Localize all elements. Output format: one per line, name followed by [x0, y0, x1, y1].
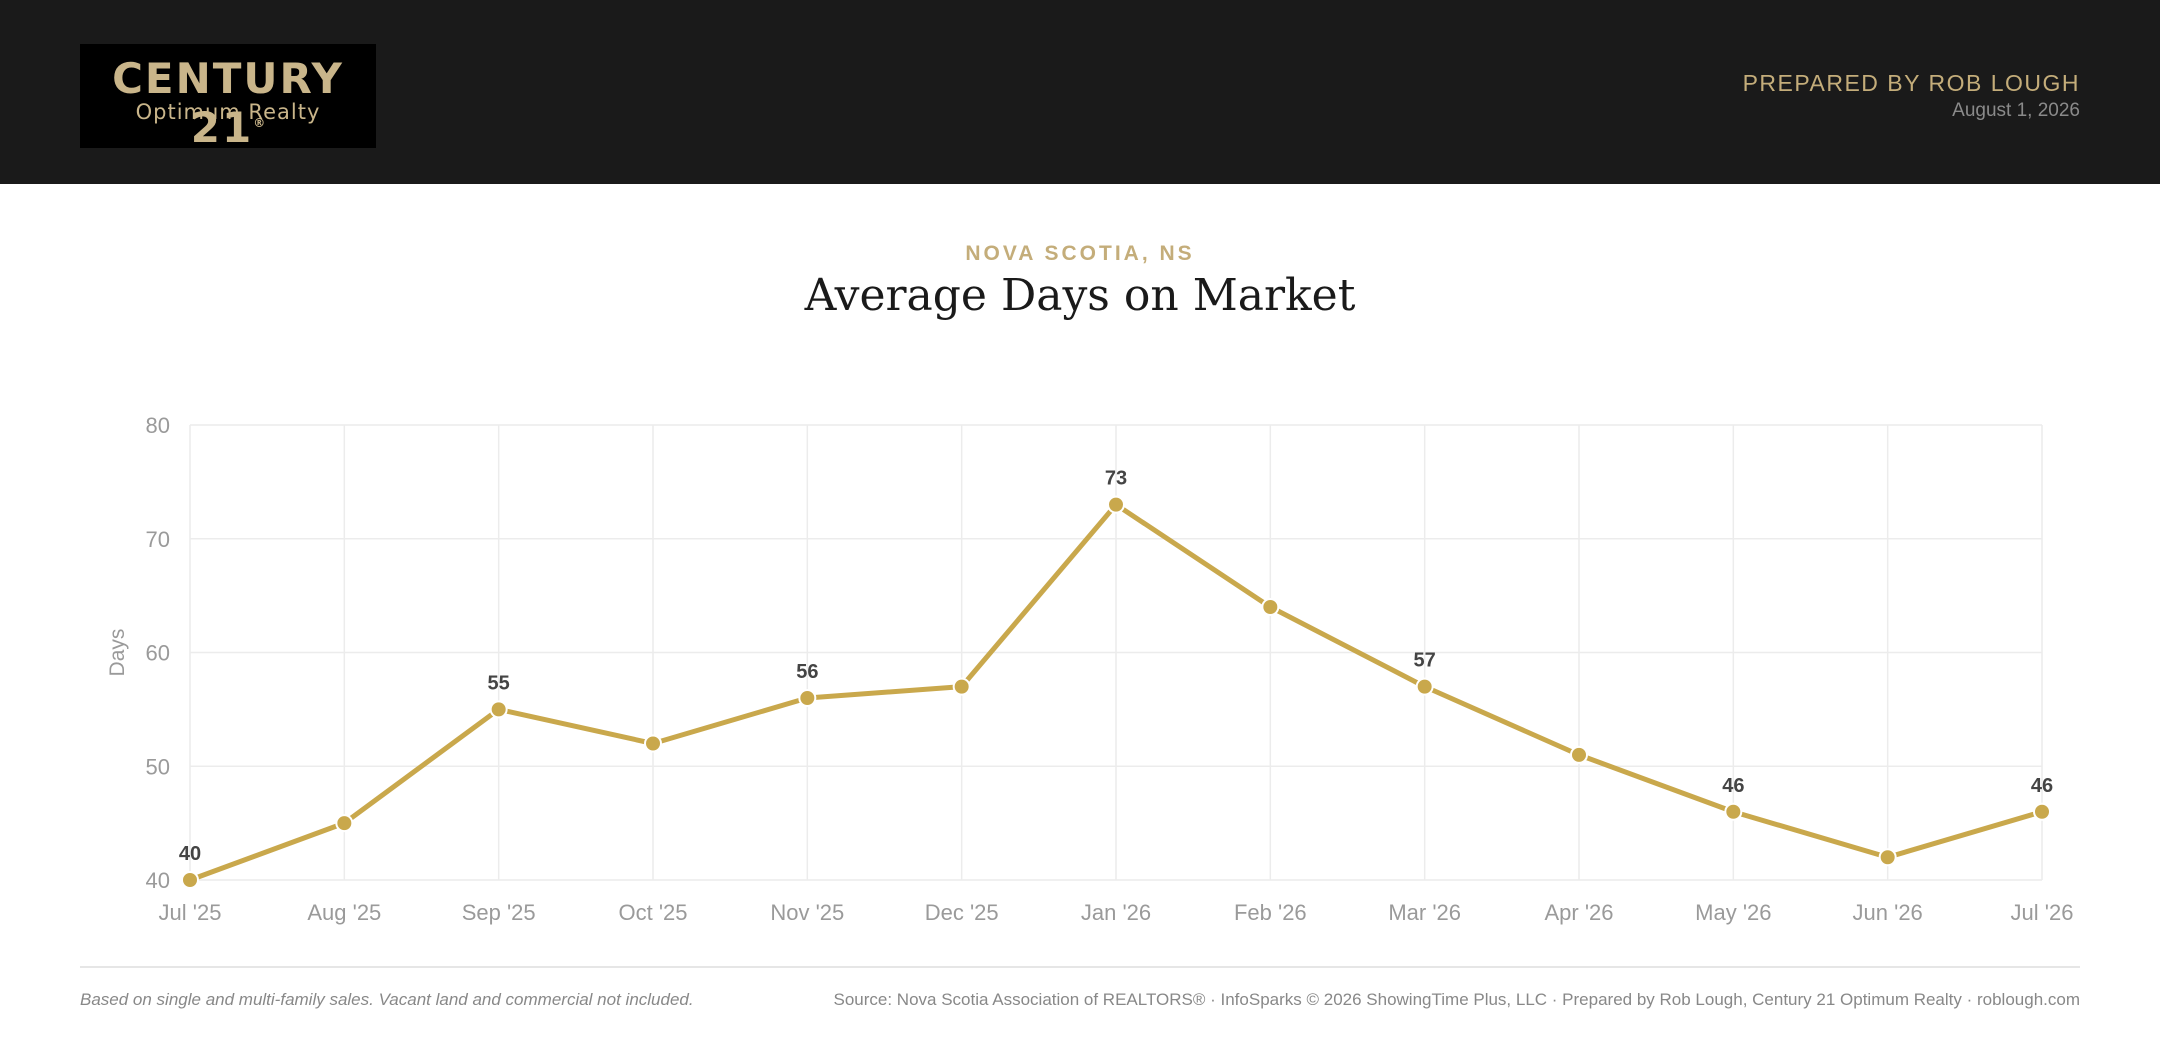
x-tick-label: Oct '25: [618, 900, 687, 925]
data-point: [489, 700, 508, 719]
x-tick-label: Mar '26: [1388, 900, 1461, 925]
data-point: [798, 689, 817, 707]
y-tick-label: 70: [146, 527, 170, 552]
x-tick-label: Apr '26: [1544, 900, 1613, 925]
y-tick-label: 40: [146, 868, 170, 893]
data-point: [1878, 848, 1897, 867]
header: CENTURY 21® Optimum Realty PREPARED BY R…: [0, 0, 2160, 184]
y-tick-label: 50: [146, 754, 170, 779]
data-label: 57: [1414, 650, 1436, 672]
century21-logo: CENTURY 21® Optimum Realty: [80, 44, 376, 152]
region-label: NOVA SCOTIA, NS: [965, 242, 1195, 265]
data-label: 46: [1722, 775, 1744, 797]
y-axis-label: Days: [106, 629, 129, 677]
report-date: August 1, 2026: [1952, 100, 2080, 121]
data-point: [1261, 598, 1280, 616]
data-label: 56: [796, 661, 818, 683]
footer-note: Based on single and multi-family sales. …: [80, 990, 694, 1009]
x-tick-label: Aug '25: [307, 900, 381, 925]
x-tick-label: May '26: [1695, 900, 1771, 925]
data-point: [952, 677, 971, 696]
data-point: [1724, 802, 1743, 821]
data-label: 73: [1105, 468, 1127, 490]
x-tick-label: Jul '26: [2011, 900, 2074, 925]
logo-brand: CENTURY 21®: [112, 54, 344, 152]
line-chart: 40 50 60 70 80 Jul '25 Aug '25 Sep '25 Oct '25 No…: [106, 413, 2074, 925]
x-tick-label: Feb '26: [1234, 900, 1307, 925]
data-label: 40: [179, 843, 201, 865]
data-point: [644, 734, 662, 753]
data-point: [1570, 745, 1588, 764]
data-label: 55: [488, 672, 510, 694]
x-tick-label: Nov '25: [770, 900, 844, 925]
y-tick-label: 60: [146, 641, 170, 666]
x-tick-label: Jul '25: [159, 900, 222, 925]
data-point: [335, 814, 354, 833]
x-tick-label: Jun '26: [1853, 900, 1923, 925]
prepared-by: PREPARED BY ROB LOUGH: [1742, 70, 2080, 96]
footer-source: Source: Nova Scotia Association of REALT…: [833, 990, 2081, 1009]
data-point: [1107, 495, 1125, 514]
chart-title: Average Days on Market: [804, 270, 1356, 321]
data-label: 46: [2031, 775, 2053, 797]
footer-divider: [80, 966, 2080, 968]
x-tick-label: Sep '25: [462, 900, 536, 925]
logo-subtitle: Optimum Realty: [135, 100, 321, 124]
x-tick-label: Jan '26: [1081, 900, 1151, 925]
x-tick-label: Dec '25: [925, 900, 999, 925]
logo-registered-mark: ®: [253, 116, 266, 130]
data-point: [1415, 677, 1434, 696]
data-point: [2033, 802, 2051, 821]
y-tick-label: 80: [146, 413, 170, 438]
data-point: [181, 871, 199, 889]
